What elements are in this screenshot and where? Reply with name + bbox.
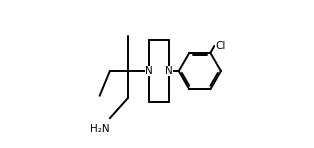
Text: Cl: Cl — [215, 41, 225, 51]
Text: H₂N: H₂N — [90, 124, 110, 134]
Text: N: N — [165, 66, 173, 76]
Text: N: N — [145, 66, 153, 76]
